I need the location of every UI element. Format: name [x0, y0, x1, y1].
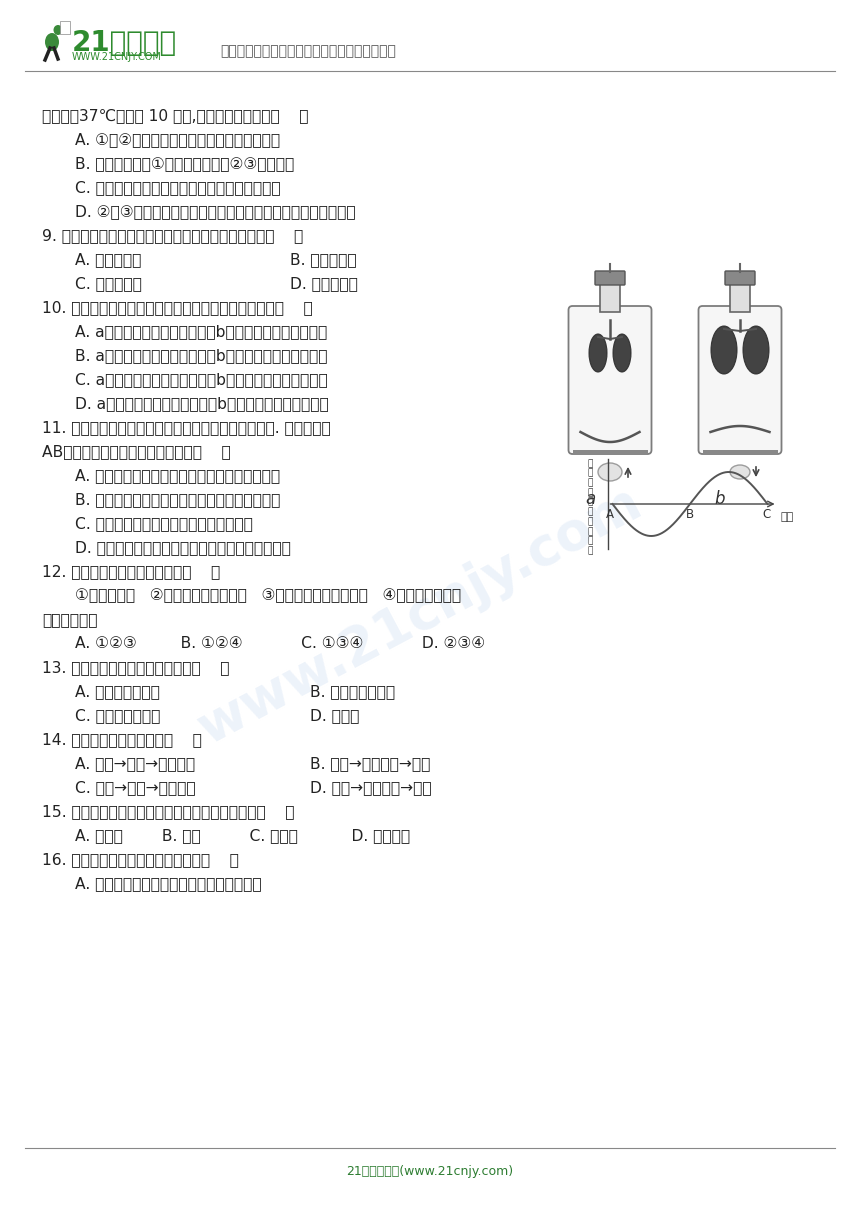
Text: 14. 血液在血管中的流向是（    ）: 14. 血液在血管中的流向是（ ） — [42, 732, 202, 747]
FancyBboxPatch shape — [698, 306, 782, 454]
Bar — [573, 450, 648, 455]
Text: ①肺泡数量多   ②肺泡由一个细胞构成   ③肺泡壁由一层上皮细胞   ④肺泡外包绕着丰: ①肺泡数量多 ②肺泡由一个细胞构成 ③肺泡壁由一层上皮细胞 ④肺泡外包绕着丰 — [75, 589, 461, 603]
Bar — [600, 285, 620, 313]
Text: D. 动脉→毛细血管→静脉: D. 动脉→毛细血管→静脉 — [310, 779, 432, 795]
Text: D. 肋间外肌外张，膈肌收缩，肺内气压增大，呼气: D. 肋间外肌外张，膈肌收缩，肺内气压增大，呼气 — [75, 540, 291, 554]
Ellipse shape — [711, 326, 737, 375]
Text: D. 血小板: D. 血小板 — [310, 708, 359, 724]
Bar — [703, 450, 777, 455]
Text: C. 本探究实验的变量不唯一，无法得出任何结论: C. 本探究实验的变量不唯一，无法得出任何结论 — [75, 180, 280, 195]
Text: A. 左心室接受全身的血液，承受的压力最大: A. 左心室接受全身的血液，承受的压力最大 — [75, 876, 261, 891]
Text: A. 红细胞和白细胞: A. 红细胞和白细胞 — [75, 683, 160, 699]
Text: B. 静脉→毛细血管→静脉: B. 静脉→毛细血管→静脉 — [310, 756, 430, 771]
Text: C. 红细胞和血小板: C. 红细胞和血小板 — [75, 708, 160, 724]
Text: C: C — [762, 508, 771, 520]
Ellipse shape — [53, 26, 63, 35]
Text: D. ②与③对照，可探究牙齿的咀嚼和舌的搅拌对馒头消化的作用: D. ②与③对照，可探究牙齿的咀嚼和舌的搅拌对馒头消化的作用 — [75, 204, 356, 219]
Text: A. 肋间外肌和膈肌都收缩，肺内气压减小，吸气: A. 肋间外肌和膈肌都收缩，肺内气压减小，吸气 — [75, 468, 280, 483]
Text: 管均置于37℃温水中 10 分钟,以下说法正确的是（    ）: 管均置于37℃温水中 10 分钟,以下说法正确的是（ ） — [42, 108, 309, 123]
Text: B. 滴加碘液后，①号试管变蓝色、②③不变蓝色: B. 滴加碘液后，①号试管变蓝色、②③不变蓝色 — [75, 156, 294, 171]
Ellipse shape — [45, 33, 59, 51]
Text: D. a模拟吸气动作，膈肌舒张；b模拟呼气动作，膈肌收缩: D. a模拟吸气动作，膈肌舒张；b模拟呼气动作，膈肌收缩 — [75, 396, 329, 411]
Text: A: A — [605, 508, 613, 520]
Text: B. a模拟呼气动作，膈肌舒张；b模拟吸气动作，膈肌收缩: B. a模拟呼气动作，膈肌舒张；b模拟吸气动作，膈肌收缩 — [75, 348, 328, 364]
Text: 肺
内
气
压
与
外
界
气
压
差: 肺 内 气 压 与 外 界 气 压 差 — [588, 458, 593, 556]
Text: A. 主动脉        B. 静脉          C. 肺动脉           D. 毛细血管: A. 主动脉 B. 静脉 C. 肺动脉 D. 毛细血管 — [75, 828, 410, 843]
FancyBboxPatch shape — [725, 271, 755, 285]
Text: A. a模拟呼气动作，膈肌收缩；b模拟吸气动作，膈肌舒张: A. a模拟呼气动作，膈肌收缩；b模拟吸气动作，膈肌舒张 — [75, 323, 328, 339]
Text: 16. 左心室的壁最厚，其正确解释是（    ）: 16. 左心室的壁最厚，其正确解释是（ ） — [42, 852, 239, 867]
Text: A. 收缩、舒张: A. 收缩、舒张 — [75, 252, 141, 268]
Text: C. 肋间外肌都收缩，肺内气压减小，吸气: C. 肋间外肌都收缩，肺内气压减小，吸气 — [75, 516, 253, 531]
Text: D. 舒张、舒张: D. 舒张、舒张 — [290, 276, 358, 291]
Bar — [730, 285, 750, 313]
Text: A. ①与②对照，可探究唾液对馒头的消化作用: A. ①与②对照，可探究唾液对馒头的消化作用 — [75, 133, 280, 147]
Text: 12. 肺泡适于气体交换的特点是（    ）: 12. 肺泡适于气体交换的特点是（ ） — [42, 564, 220, 579]
Ellipse shape — [598, 463, 622, 482]
Text: 21世纪教育: 21世纪教育 — [72, 29, 177, 57]
FancyBboxPatch shape — [568, 306, 652, 454]
Text: 时间: 时间 — [781, 512, 794, 522]
Ellipse shape — [589, 334, 607, 372]
Text: 11. 如图是某人在一次平静呼吸中肺内气压的变化曲线. 请分析曲线: 11. 如图是某人在一次平静呼吸中肺内气压的变化曲线. 请分析曲线 — [42, 420, 331, 435]
Text: 中国最大型、最专业的中小学教育资源门户网站: 中国最大型、最专业的中小学教育资源门户网站 — [220, 44, 396, 58]
Text: B. 白细胞和血小板: B. 白细胞和血小板 — [310, 683, 395, 699]
Text: C. a模拟吸气动作，膈肌收缩；b模拟呼气动作，膈肌舒张: C. a模拟吸气动作，膈肌收缩；b模拟呼气动作，膈肌舒张 — [75, 372, 328, 387]
Text: 15. 献血时，医生给我们抽血时，针刺入的血管是（    ）: 15. 献血时，医生给我们抽血时，针刺入的血管是（ ） — [42, 804, 294, 820]
Text: AB段的变化中，人体所处的状态是（    ）: AB段的变化中，人体所处的状态是（ ） — [42, 444, 230, 458]
Text: 13. 三种血细胞中不含细胞核的是（    ）: 13. 三种血细胞中不含细胞核的是（ ） — [42, 660, 230, 675]
Text: 21世纪教育网(www.21cnjy.com): 21世纪教育网(www.21cnjy.com) — [347, 1165, 513, 1177]
Text: a: a — [585, 490, 595, 508]
Text: C. 动脉→静脉→毛细血管: C. 动脉→静脉→毛细血管 — [75, 779, 195, 795]
Text: WWW.21CNJY.COM: WWW.21CNJY.COM — [72, 52, 162, 62]
Text: B. 舒张、收缩: B. 舒张、收缩 — [290, 252, 357, 268]
Ellipse shape — [743, 326, 769, 375]
Text: B. 肋间外肌和膈肌都舒张，肺内气压增大，呼气: B. 肋间外肌和膈肌都舒张，肺内气压增大，呼气 — [75, 492, 280, 507]
Text: 10. 如图是模拟呼吸运动的模式图，下列描述正确的是（    ）: 10. 如图是模拟呼吸运动的模式图，下列描述正确的是（ ） — [42, 300, 313, 315]
Text: B: B — [686, 508, 694, 520]
Text: www.21cnjy.com: www.21cnjy.com — [189, 477, 651, 755]
Text: b: b — [715, 490, 725, 508]
Bar — [60, 21, 70, 34]
Text: 9. 当我们呼气时，肋骨间的肌肉、膈肌的活动状态是（    ）: 9. 当我们呼气时，肋骨间的肌肉、膈肌的活动状态是（ ） — [42, 229, 304, 243]
Text: A. ①②③         B. ①②④            C. ①③④            D. ②③④: A. ①②③ B. ①②④ C. ①③④ D. ②③④ — [75, 636, 485, 651]
Text: C. 收缩、收缩: C. 收缩、收缩 — [75, 276, 142, 291]
Ellipse shape — [613, 334, 631, 372]
Text: A. 静脉→动脉→毛细血管: A. 静脉→动脉→毛细血管 — [75, 756, 195, 771]
Text: 富的毛细血管: 富的毛细血管 — [42, 612, 97, 627]
FancyBboxPatch shape — [595, 271, 625, 285]
Ellipse shape — [730, 465, 750, 479]
